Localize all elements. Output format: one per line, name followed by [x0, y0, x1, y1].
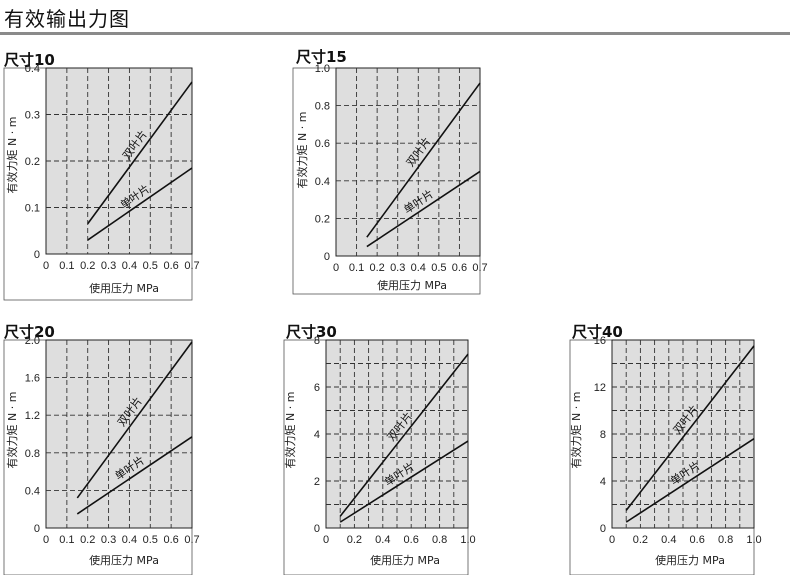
- chart-2: 0 0.1 0.2 0.3 0.4 0.5 0.6 0.7 0 0.2 0.4 0.6 0.8 1.0尺寸…: [292, 48, 488, 295]
- x-tick-label: 0.6: [690, 534, 705, 546]
- x-tick-label: 0.4: [122, 260, 137, 272]
- y-tick-label: 0.4: [315, 176, 330, 188]
- x-axis-title: 使用压力 MPa: [89, 282, 159, 295]
- y-tick-label: 4: [600, 476, 606, 488]
- x-tick-label: 1.0: [746, 534, 761, 546]
- x-tick-label: 0.7: [184, 534, 199, 546]
- y-axis-title: 有效力矩 N · m: [5, 392, 19, 469]
- series-line-single-vane: [625, 438, 755, 523]
- x-axis-title: 使用压力 MPa: [89, 554, 159, 567]
- series-line-double-vane: [625, 345, 755, 511]
- y-tick-label: 0: [314, 523, 320, 535]
- x-tick-label: 0: [333, 262, 339, 274]
- y-tick-label: 12: [594, 382, 606, 394]
- y-axis-title: 有效力矩 N · m: [569, 392, 583, 469]
- plot-area: [335, 67, 481, 257]
- x-tick-label: 0.6: [163, 260, 178, 272]
- y-tick-label: 2.0: [25, 335, 40, 347]
- series-line-double-vane: [366, 82, 481, 238]
- x-tick-label: 0: [43, 534, 49, 546]
- y-tick-label: 0.2: [25, 156, 40, 168]
- y-tick-label: 0.2: [315, 213, 330, 225]
- y-tick-label: 4: [314, 429, 320, 441]
- x-tick-label: 0.7: [184, 260, 199, 272]
- y-tick-label: 2: [314, 476, 320, 488]
- x-tick-label: 1.0: [460, 534, 475, 546]
- x-tick-label: 0.2: [347, 534, 362, 546]
- y-tick-label: 0: [600, 523, 606, 535]
- y-tick-label: 0.4: [25, 485, 40, 497]
- page-title: 有效输出力图: [4, 7, 130, 31]
- y-tick-label: 1.2: [25, 410, 40, 422]
- chart-size-label: 尺寸30: [286, 323, 337, 341]
- x-tick-label: 0.8: [718, 534, 733, 546]
- y-tick-label: 8: [600, 429, 606, 441]
- series-line-single-vane: [339, 440, 469, 523]
- y-tick-label: 0: [324, 251, 330, 263]
- x-tick-label: 0.6: [452, 262, 467, 274]
- x-tick-label: 0.1: [59, 260, 74, 272]
- series-line-single-vane: [76, 436, 193, 515]
- y-tick-label: 0.3: [25, 110, 40, 122]
- x-axis-title: 使用压力 MPa: [377, 279, 447, 292]
- x-tick-label: 0.8: [432, 534, 447, 546]
- y-tick-label: 0.6: [315, 138, 330, 150]
- x-tick-label: 0.2: [80, 260, 95, 272]
- x-tick-label: 0.3: [101, 534, 116, 546]
- x-tick-label: 0: [609, 534, 615, 546]
- chart-3: 0 0.1 0.2 0.3 0.4 0.5 0.6 0.7 0 0.4 0.8 1.2 1.6 2.0尺寸…: [3, 323, 200, 575]
- x-tick-label: 0.3: [390, 262, 405, 274]
- x-tick-label: 0.5: [431, 262, 446, 274]
- y-tick-label: 0.8: [315, 101, 330, 113]
- x-tick-label: 0.5: [143, 534, 158, 546]
- x-tick-label: 0.1: [59, 534, 74, 546]
- chart-size-label: 尺寸20: [4, 323, 55, 341]
- x-tick-label: 0.2: [80, 534, 95, 546]
- series-line-double-vane: [87, 81, 193, 225]
- y-tick-label: 0.4: [25, 63, 40, 75]
- x-tick-label: 0.6: [163, 534, 178, 546]
- x-tick-label: 0.1: [349, 262, 364, 274]
- chart-size-label: 尺寸40: [572, 323, 623, 341]
- y-tick-label: 16: [594, 335, 606, 347]
- chart-1: 0 0.1 0.2 0.3 0.4 0.5 0.6 0.700.10.20.30.4尺寸10使…: [3, 51, 200, 301]
- x-tick-label: 0.2: [369, 262, 384, 274]
- x-tick-label: 0.4: [375, 534, 390, 546]
- x-tick-label: 0.2: [633, 534, 648, 546]
- x-tick-label: 0.4: [411, 262, 426, 274]
- series-line-single-vane: [87, 167, 193, 241]
- x-tick-label: 0.6: [404, 534, 419, 546]
- y-tick-label: 0.1: [25, 203, 40, 215]
- y-axis-title: 有效力矩 N · m: [283, 392, 297, 469]
- chart-size-label: 尺寸15: [296, 48, 347, 66]
- x-tick-label: 0.7: [472, 262, 487, 274]
- y-axis-title: 有效力矩 N · m: [5, 117, 19, 194]
- y-tick-label: 1.0: [315, 63, 330, 75]
- series-line-double-vane: [76, 341, 193, 499]
- y-tick-label: 6: [314, 382, 320, 394]
- plot-area: [45, 339, 193, 529]
- x-tick-label: 0.5: [143, 260, 158, 272]
- y-tick-label: 8: [314, 335, 320, 347]
- series-line-single-vane: [366, 170, 481, 248]
- title-divider: [0, 32, 790, 35]
- y-tick-label: 1.6: [25, 373, 40, 385]
- x-tick-label: 0.3: [101, 260, 116, 272]
- y-tick-label: 0: [34, 523, 40, 535]
- x-tick-label: 0: [323, 534, 329, 546]
- chart-size-label: 尺寸10: [4, 51, 55, 69]
- x-axis-title: 使用压力 MPa: [370, 554, 440, 567]
- y-tick-label: 0: [34, 249, 40, 261]
- x-axis-title: 使用压力 MPa: [655, 554, 725, 567]
- x-tick-label: 0.4: [122, 534, 137, 546]
- x-tick-label: 0: [43, 260, 49, 272]
- y-tick-label: 0.8: [25, 448, 40, 460]
- series-line-double-vane: [339, 353, 469, 517]
- y-axis-title: 有效力矩 N · m: [295, 112, 309, 189]
- x-tick-label: 0.4: [661, 534, 676, 546]
